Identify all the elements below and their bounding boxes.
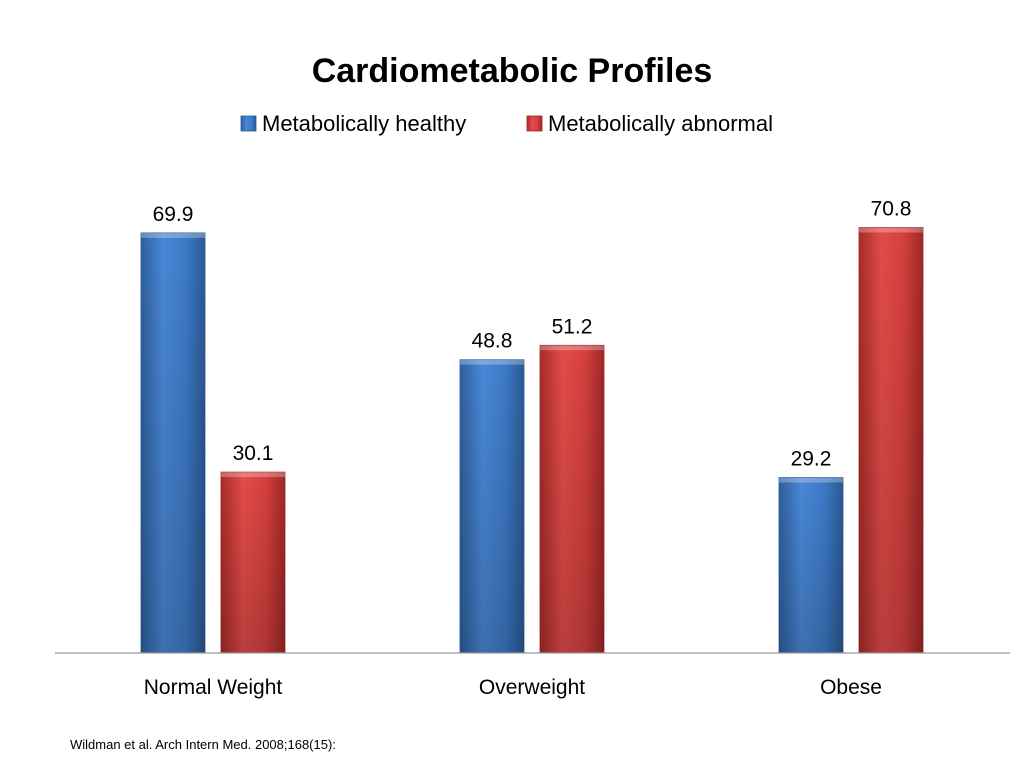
bar-overweight-healthy-top	[460, 359, 524, 365]
bar-normal-weight-abnormal-shade	[221, 472, 285, 653]
category-label-overweight: Overweight	[479, 676, 585, 699]
bar-overweight-abnormal-top	[540, 345, 604, 351]
bar-overweight-abnormal	[539, 344, 605, 654]
bar-overweight-healthy-shade	[460, 359, 524, 653]
legend: Metabolically healthy Metabolically abno…	[240, 111, 773, 136]
data-label-normal-weight-abnormal: 30.1	[233, 442, 274, 465]
bar-obese-abnormal-top	[859, 227, 923, 233]
category-labels: Normal Weight Overweight Obese	[144, 676, 882, 699]
chart-title: Cardiometabolic Profiles	[312, 52, 713, 90]
bar-obese-abnormal	[858, 227, 924, 654]
data-label-obese-healthy: 29.2	[791, 448, 832, 471]
data-label-obese-abnormal: 70.8	[871, 197, 912, 220]
bars	[140, 227, 924, 654]
bar-overweight-healthy	[459, 359, 525, 654]
bar-obese-healthy-top	[779, 477, 843, 483]
source-citation: Wildman et al. Arch Intern Med. 2008;168…	[70, 737, 336, 752]
bar-normal-weight-abnormal-top	[221, 472, 285, 478]
legend-label-abnormal: Metabolically abnormal	[548, 111, 773, 136]
bar-normal-weight-healthy-shade	[141, 232, 205, 653]
bar-normal-weight-abnormal	[220, 471, 286, 654]
category-label-obese: Obese	[820, 676, 882, 699]
legend-label-healthy: Metabolically healthy	[262, 111, 466, 136]
legend-item-healthy: Metabolically healthy	[240, 111, 466, 136]
bar-obese-healthy-shade	[779, 477, 843, 653]
bar-obese-abnormal-shade	[859, 227, 923, 653]
data-label-overweight-abnormal: 51.2	[552, 315, 593, 338]
bar-normal-weight-healthy	[140, 232, 206, 654]
category-label-normal-weight: Normal Weight	[144, 676, 283, 699]
bar-overweight-abnormal-shade	[540, 345, 604, 653]
legend-swatch-healthy	[240, 115, 257, 132]
legend-swatch-abnormal	[526, 115, 543, 132]
data-labels: 69.9 30.1 48.8 51.2 29.2 70.8	[153, 197, 912, 470]
data-label-normal-weight-healthy: 69.9	[153, 203, 194, 226]
legend-item-abnormal: Metabolically abnormal	[526, 111, 773, 136]
bar-normal-weight-healthy-top	[141, 232, 205, 238]
bar-obese-healthy	[778, 477, 844, 654]
data-label-overweight-healthy: 48.8	[472, 330, 513, 353]
